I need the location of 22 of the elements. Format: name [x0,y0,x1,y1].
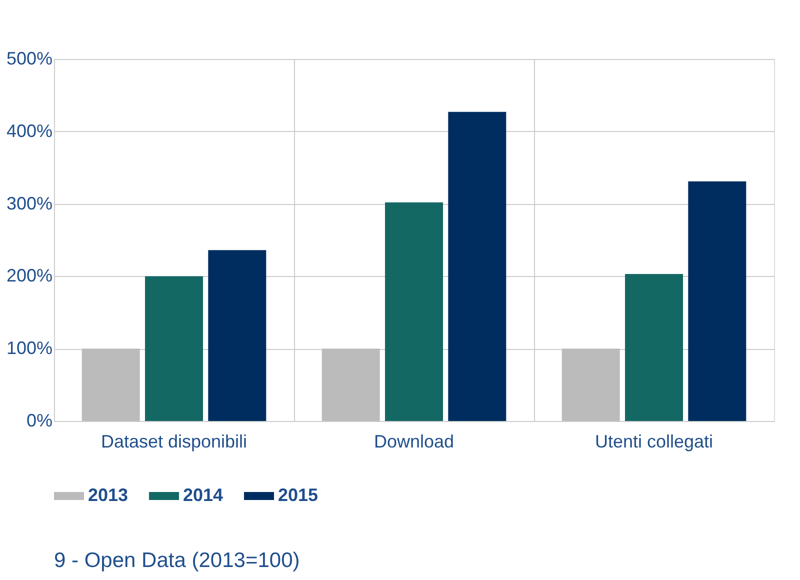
y-tick-label: 0% [26,410,52,430]
bar [82,348,140,421]
y-tick-label: 100% [6,338,52,358]
bar [688,181,746,421]
text: 9 - Open Data (2013=100) [54,549,300,572]
bar [208,250,266,421]
x-tick-label: Dataset disponibili [100,432,248,452]
legend-label: 2015 [278,485,318,505]
legend-label: 2014 [183,485,224,505]
y-tick-label: 200% [6,266,52,286]
y-tick-label: 500% [6,48,52,68]
x-tick-label: Utenti collegati [594,432,714,452]
bar [448,112,506,421]
legend-label: 2013 [88,485,128,505]
x-tick-label: Download [374,432,454,452]
bar [145,276,203,421]
y-tick-label: 300% [6,193,52,214]
bar [322,348,380,421]
bar [625,274,683,421]
y-tick-label: 400% [6,120,52,141]
bar [385,202,443,421]
bar [562,348,620,421]
